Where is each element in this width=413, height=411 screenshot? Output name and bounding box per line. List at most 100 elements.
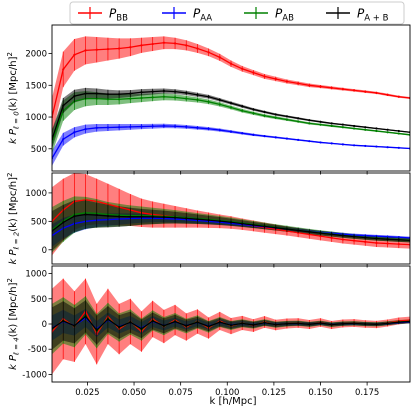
data-point [285, 322, 289, 325]
data-point [386, 131, 389, 134]
data-point [308, 122, 311, 125]
data-point [364, 240, 367, 243]
data-point [73, 53, 76, 56]
data-point [207, 218, 210, 222]
panel-frame [51, 172, 411, 265]
data-point [319, 85, 322, 88]
data-point [84, 315, 87, 318]
data-point [173, 320, 177, 323]
x-tick-label: 0.075 [168, 388, 192, 398]
data-point [341, 126, 344, 129]
data-point [84, 49, 87, 52]
data-point [341, 322, 344, 325]
data-point [84, 213, 87, 216]
data-point [106, 214, 110, 218]
data-point [140, 327, 143, 330]
x-tick-label: 0.025 [75, 388, 99, 398]
data-point [263, 134, 266, 138]
y-tick-label: -1000 [22, 370, 47, 380]
data-point [397, 238, 400, 241]
data-point [297, 229, 300, 232]
data-point [308, 230, 311, 233]
data-point [95, 328, 98, 332]
data-point [207, 100, 210, 103]
data-point [140, 125, 143, 128]
data-point [274, 116, 277, 119]
legend-entry-1: PAA [162, 7, 212, 24]
series-0 [52, 36, 410, 137]
data-point [95, 126, 98, 129]
x-tick-label: 0.050 [122, 388, 146, 398]
series-band-0 [52, 36, 410, 137]
series-band-2 [52, 91, 410, 154]
data-point [173, 216, 177, 219]
data-point [95, 48, 98, 51]
data-point [319, 232, 322, 235]
x-tick-label: 0.100 [215, 388, 239, 398]
data-point [308, 140, 311, 143]
data-point [285, 115, 289, 118]
y-axis-label: k Pℓ = 0(k) [Mpc/h]2 [6, 52, 21, 144]
data-point [95, 213, 98, 217]
data-point [330, 142, 333, 145]
data-point [308, 84, 311, 87]
data-point [341, 234, 344, 237]
data-point [330, 233, 333, 236]
data-point [185, 97, 188, 100]
data-point [285, 137, 289, 140]
data-point [241, 105, 244, 108]
data-point [341, 123, 344, 126]
legend-box [69, 1, 405, 25]
data-point [196, 93, 199, 96]
data-point [162, 216, 165, 219]
data-point [73, 94, 76, 98]
data-point [375, 127, 378, 130]
data-point [319, 120, 322, 123]
data-point [285, 227, 289, 231]
data-point [185, 44, 188, 47]
y-tick-label: 1000 [25, 189, 47, 199]
data-point [397, 321, 400, 324]
plot-area [52, 173, 410, 256]
data-point [319, 123, 322, 126]
data-point [263, 110, 266, 114]
y-tick-label: 500 [31, 217, 47, 227]
data-point [207, 325, 210, 328]
data-point [241, 322, 244, 325]
data-point [285, 118, 289, 121]
data-point [241, 109, 244, 112]
data-point [118, 98, 121, 101]
data-point [62, 138, 65, 141]
data-point [207, 51, 210, 54]
data-point [140, 215, 143, 218]
y-tick-label: 1000 [25, 270, 47, 280]
data-point [196, 98, 199, 102]
data-point [118, 93, 121, 96]
data-point [364, 322, 367, 326]
data-point [252, 108, 255, 111]
data-point [118, 47, 121, 50]
data-point [118, 325, 121, 329]
y-tick-label: 500 [31, 145, 47, 155]
data-point [151, 42, 154, 46]
data-point [95, 92, 98, 95]
data-point [352, 144, 356, 147]
data-point [129, 97, 132, 100]
legend-label: PAB [275, 7, 294, 24]
legend-entry-3: PA + B [326, 7, 389, 24]
data-point [274, 113, 277, 116]
y-tick-label: 500 [31, 295, 47, 305]
data-point [375, 237, 378, 240]
data-point [330, 86, 333, 89]
data-point [274, 77, 277, 81]
x-tick-label: 0.150 [308, 388, 332, 398]
data-point [218, 56, 221, 59]
data-point [274, 226, 277, 229]
y-tick-label: 0 [42, 320, 47, 330]
legend: PBB PAA PAB PA + B [69, 1, 405, 25]
x-tick-label: 0.175 [355, 388, 379, 398]
data-point [118, 215, 121, 218]
data-point [140, 91, 143, 94]
series-2 [52, 91, 410, 154]
